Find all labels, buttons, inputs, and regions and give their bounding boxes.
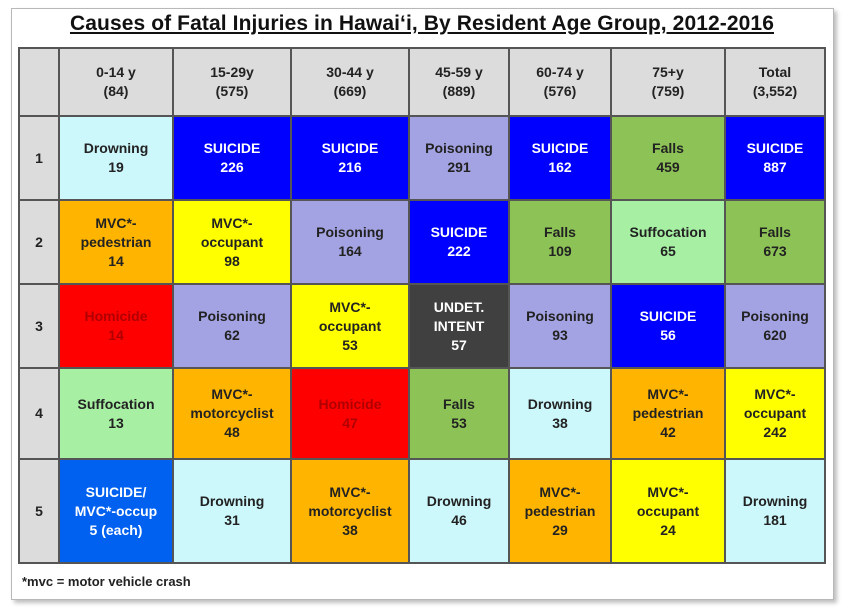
column-header: 75+y (759) xyxy=(610,47,726,117)
cause-cell: MVC*- occupant 242 xyxy=(724,367,826,460)
cause-cell: Homicide 47 xyxy=(290,367,410,460)
cause-cell: UNDET. INTENT 57 xyxy=(408,283,510,369)
header-row: 0-14 y (84) 15-29y (575) 30-44 y (669) 4… xyxy=(18,47,826,117)
cause-cell: Poisoning 620 xyxy=(724,283,826,369)
cause-cell: Drowning 46 xyxy=(408,458,510,564)
rank-cell: 3 xyxy=(18,283,60,369)
rank-cell: 4 xyxy=(18,367,60,460)
rank-cell: 2 xyxy=(18,199,60,285)
cause-cell: MVC*- occupant 98 xyxy=(172,199,292,285)
table-row: 5 SUICIDE/ MVC*-occup 5 (each) Drowning … xyxy=(18,458,826,564)
column-header: 30-44 y (669) xyxy=(290,47,410,117)
cause-cell: Falls 53 xyxy=(408,367,510,460)
cause-cell: Poisoning 62 xyxy=(172,283,292,369)
cause-cell: Drowning 38 xyxy=(508,367,612,460)
cause-cell: MVC*- occupant 24 xyxy=(610,458,726,564)
table-row: 1 Drowning 19 SUICIDE 226 SUICIDE 216 Po… xyxy=(18,115,826,201)
cause-cell: Falls 673 xyxy=(724,199,826,285)
cause-cell: SUICIDE 216 xyxy=(290,115,410,201)
rank-cell: 5 xyxy=(18,458,60,564)
cause-cell: MVC*- pedestrian 14 xyxy=(58,199,174,285)
table-row: 4 Suffocation 13 MVC*- motorcyclist 48 H… xyxy=(18,367,826,460)
column-header: 0-14 y (84) xyxy=(58,47,174,117)
cause-cell: Poisoning 93 xyxy=(508,283,612,369)
cause-cell: Poisoning 291 xyxy=(408,115,510,201)
cause-cell: Drowning 181 xyxy=(724,458,826,564)
rank-cell: 1 xyxy=(18,115,60,201)
column-header: Total (3,552) xyxy=(724,47,826,117)
cause-cell: SUICIDE 226 xyxy=(172,115,292,201)
cause-cell: Drowning 31 xyxy=(172,458,292,564)
cause-cell: SUICIDE 222 xyxy=(408,199,510,285)
column-header: 60-74 y (576) xyxy=(508,47,612,117)
column-header: 45-59 y (889) xyxy=(408,47,510,117)
cause-cell: MVC*- occupant 53 xyxy=(290,283,410,369)
column-header: 15-29y (575) xyxy=(172,47,292,117)
injury-causes-table: 0-14 y (84) 15-29y (575) 30-44 y (669) 4… xyxy=(18,47,826,564)
cause-cell: SUICIDE/ MVC*-occup 5 (each) xyxy=(58,458,174,564)
cause-cell: Poisoning 164 xyxy=(290,199,410,285)
cause-cell: MVC*- motorcyclist 48 xyxy=(172,367,292,460)
cause-cell: Suffocation 65 xyxy=(610,199,726,285)
cause-cell: SUICIDE 162 xyxy=(508,115,612,201)
cause-cell: Suffocation 13 xyxy=(58,367,174,460)
cause-cell: MVC*- pedestrian 29 xyxy=(508,458,612,564)
cause-cell: SUICIDE 56 xyxy=(610,283,726,369)
cause-cell: MVC*- pedestrian 42 xyxy=(610,367,726,460)
corner-cell xyxy=(18,47,60,117)
cause-cell: Drowning 19 xyxy=(58,115,174,201)
table-row: 2 MVC*- pedestrian 14 MVC*- occupant 98 … xyxy=(18,199,826,285)
cause-cell: MVC*- motorcyclist 38 xyxy=(290,458,410,564)
cause-cell: Falls 109 xyxy=(508,199,612,285)
cause-cell: Falls 459 xyxy=(610,115,726,201)
table-row: 3 Homicide 14 Poisoning 62 MVC*- occupan… xyxy=(18,283,826,369)
footnote: *mvc = motor vehicle crash xyxy=(22,574,191,589)
cause-cell: SUICIDE 887 xyxy=(724,115,826,201)
page-title: Causes of Fatal Injuries in Hawaiʻi, By … xyxy=(69,12,774,35)
cause-cell: Homicide 14 xyxy=(58,283,174,369)
